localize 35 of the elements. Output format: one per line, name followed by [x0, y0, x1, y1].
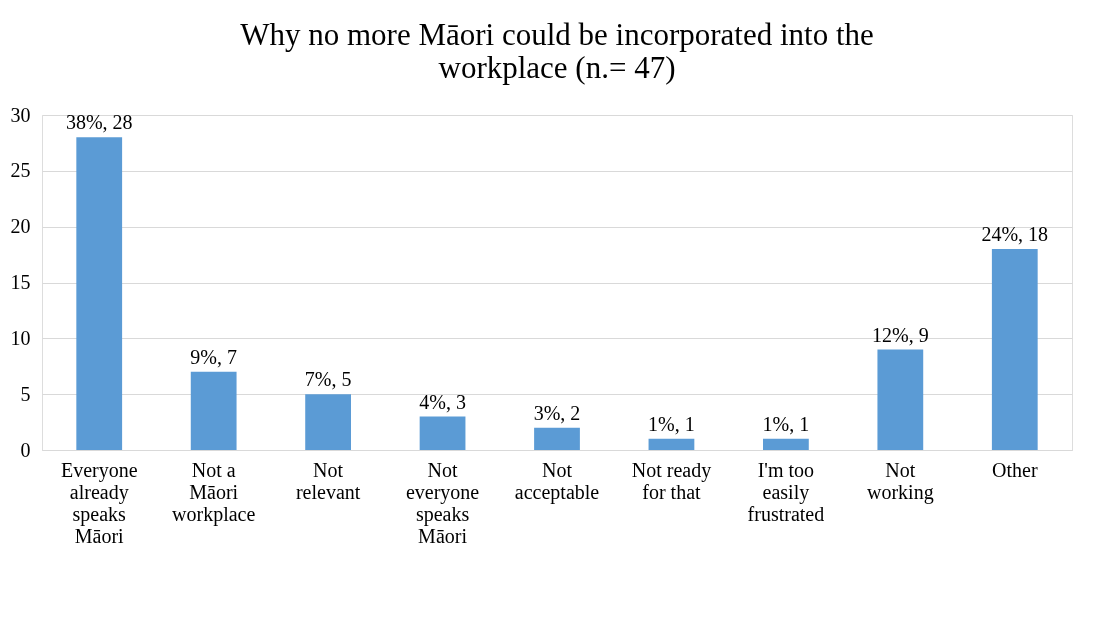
- bar: [305, 394, 351, 450]
- x-tick-label: Other: [992, 458, 1038, 481]
- x-tick-label: Not a Māori workplace: [172, 458, 256, 526]
- y-tick-label: 5: [20, 382, 31, 405]
- x-tick-label: Not ready for that: [631, 458, 712, 503]
- x-tick-label: Not acceptable: [514, 458, 600, 504]
- data-label: 3%, 2: [533, 401, 581, 424]
- bar: [877, 349, 924, 450]
- y-tick-label: 10: [10, 326, 31, 349]
- x-tick-label: I'm too easily frustrated: [747, 458, 825, 525]
- y-tick-label: 0: [20, 438, 31, 461]
- data-label: 24%, 18: [981, 223, 1049, 245]
- y-tick-label: 15: [10, 271, 31, 293]
- data-label: 12%, 9: [872, 323, 929, 346]
- chart-title: Why no more Māori could be incorporated into the workplace (n.= 47): [240, 17, 874, 85]
- bar: [763, 438, 809, 450]
- bar: [991, 249, 1038, 450]
- x-tick-label: Not relevant: [295, 458, 361, 503]
- data-label: 1%, 1: [648, 412, 695, 435]
- data-label: 4%, 3: [419, 390, 466, 413]
- x-tick-label: Not everyone speaks Māori: [405, 458, 480, 547]
- data-label: 1%, 1: [762, 412, 810, 435]
- bar: [419, 416, 466, 450]
- bar: [648, 438, 695, 450]
- bar: [190, 371, 237, 450]
- x-tick-label: Not working: [867, 458, 934, 504]
- x-tick-label: Everyone already speaks Māori: [60, 458, 138, 547]
- y-tick-label: 25: [10, 159, 31, 182]
- bar: [534, 427, 580, 450]
- data-label: 7%, 5: [304, 368, 352, 391]
- data-label: 9%, 7: [190, 345, 237, 368]
- y-tick-label: 30: [10, 103, 31, 126]
- y-tick-label: 20: [10, 215, 31, 238]
- data-label: 38%, 28: [65, 111, 133, 134]
- bar: [76, 137, 123, 450]
